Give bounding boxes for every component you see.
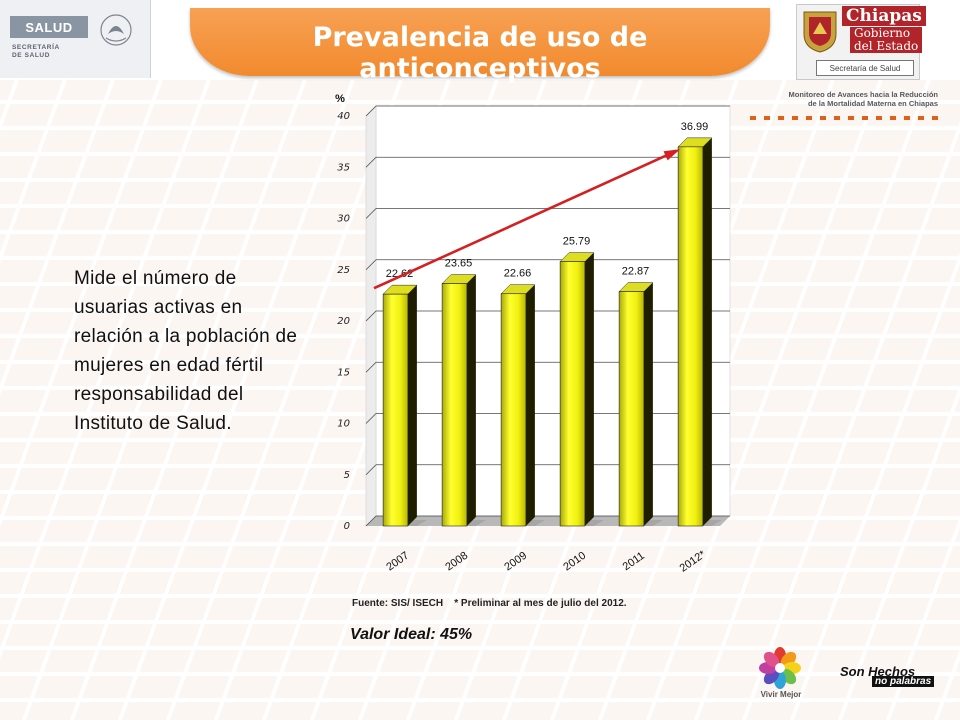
bar [677,146,704,527]
no-palabras-label: no palabras [872,676,935,687]
y-tick-label: 5 [344,470,350,481]
y-tick-label: 25 [337,265,350,276]
x-tick-label: 2010 [561,550,588,574]
bar-side [702,137,712,526]
son-hechos-label: Son Hechos [840,664,916,679]
x-tick-label: 2008 [443,550,470,574]
monitoreo-caption: Monitoreo de Avances hacia la Reducción … [748,90,938,108]
gobierno-line2: del Estado [854,39,919,53]
gridline-depth [365,310,377,322]
monitoreo-line1: Monitoreo de Avances hacia la Reducción [788,90,938,99]
data-label: 25.79 [563,236,591,248]
gridline-depth [365,464,377,476]
x-tick-label: 2012* [678,548,709,575]
gobierno-wordmark: Gobierno del Estado [850,26,923,53]
data-label: 22.66 [504,268,532,280]
y-tick-label: 15 [337,367,350,378]
y-tick-label: 30 [337,214,350,225]
dotted-divider [750,116,940,120]
gridline-depth [365,515,377,527]
bar-side [525,284,535,526]
bar-chart: 0 5 10 15 20 25 30 35 40% 22.62 2007 23.65 2008 22.66… [335,93,731,575]
vivir-mejor-label: Vivir Mejor [760,690,802,699]
page-title: Prevalencia de uso de anticonceptivos [312,22,648,84]
chiapas-crest-icon [803,11,837,53]
bar [441,283,468,527]
trend-arrow-line [373,149,678,290]
monitoreo-line2: de la Mortalidad Materna en Chiapas [807,99,938,108]
bar [382,293,409,527]
y-tick-label: 20 [337,316,350,327]
gridline-depth [365,361,377,373]
gridline-depth [365,156,377,168]
bar [500,293,527,527]
data-label: 22.87 [622,266,650,278]
trend-arrow-head [663,149,681,161]
secretaria-label: SECRETARÍA DE SALUD [12,44,60,59]
data-label: 22.62 [386,268,414,280]
gridline-depth [365,259,377,271]
ideal-value: Valor Ideal: 45% [350,626,473,643]
gridline-depth [365,105,377,117]
bar-side [466,274,476,526]
y-axis-label: % [335,93,345,105]
source-note: Fuente: SIS/ ISECH * Preliminar al mes d… [352,598,627,609]
title-banner [190,8,770,76]
bar-side [584,252,594,526]
vivir-mejor-flower-icon [759,647,801,689]
indicator-description: Mide el número de usuarias activas en re… [74,268,298,434]
y-tick-label: 35 [337,162,350,173]
y-tick-label: 40 [337,111,350,122]
secretaria-salud-label: Secretaría de Salud [816,60,914,76]
gobierno-line1: Gobierno [854,26,911,40]
y-tick-label: 10 [337,419,350,430]
x-tick-label: 2007 [384,550,411,574]
gridline-depth [365,413,377,424]
data-label: 36.99 [681,121,709,133]
x-tick-label: 2011 [621,550,647,573]
salud-logo [0,0,151,78]
bar [618,291,645,527]
x-tick-label: 2009 [502,550,529,574]
chiapas-wordmark: Chiapas [842,6,926,26]
data-label: 23.65 [445,258,473,270]
bar-side [407,285,417,526]
gridline-depth [365,208,377,219]
mexico-seal-icon [100,14,132,46]
salud-label: SALUD [10,16,88,38]
bar-side [643,282,653,526]
bar [559,261,586,527]
y-tick-label: 0 [344,521,350,532]
